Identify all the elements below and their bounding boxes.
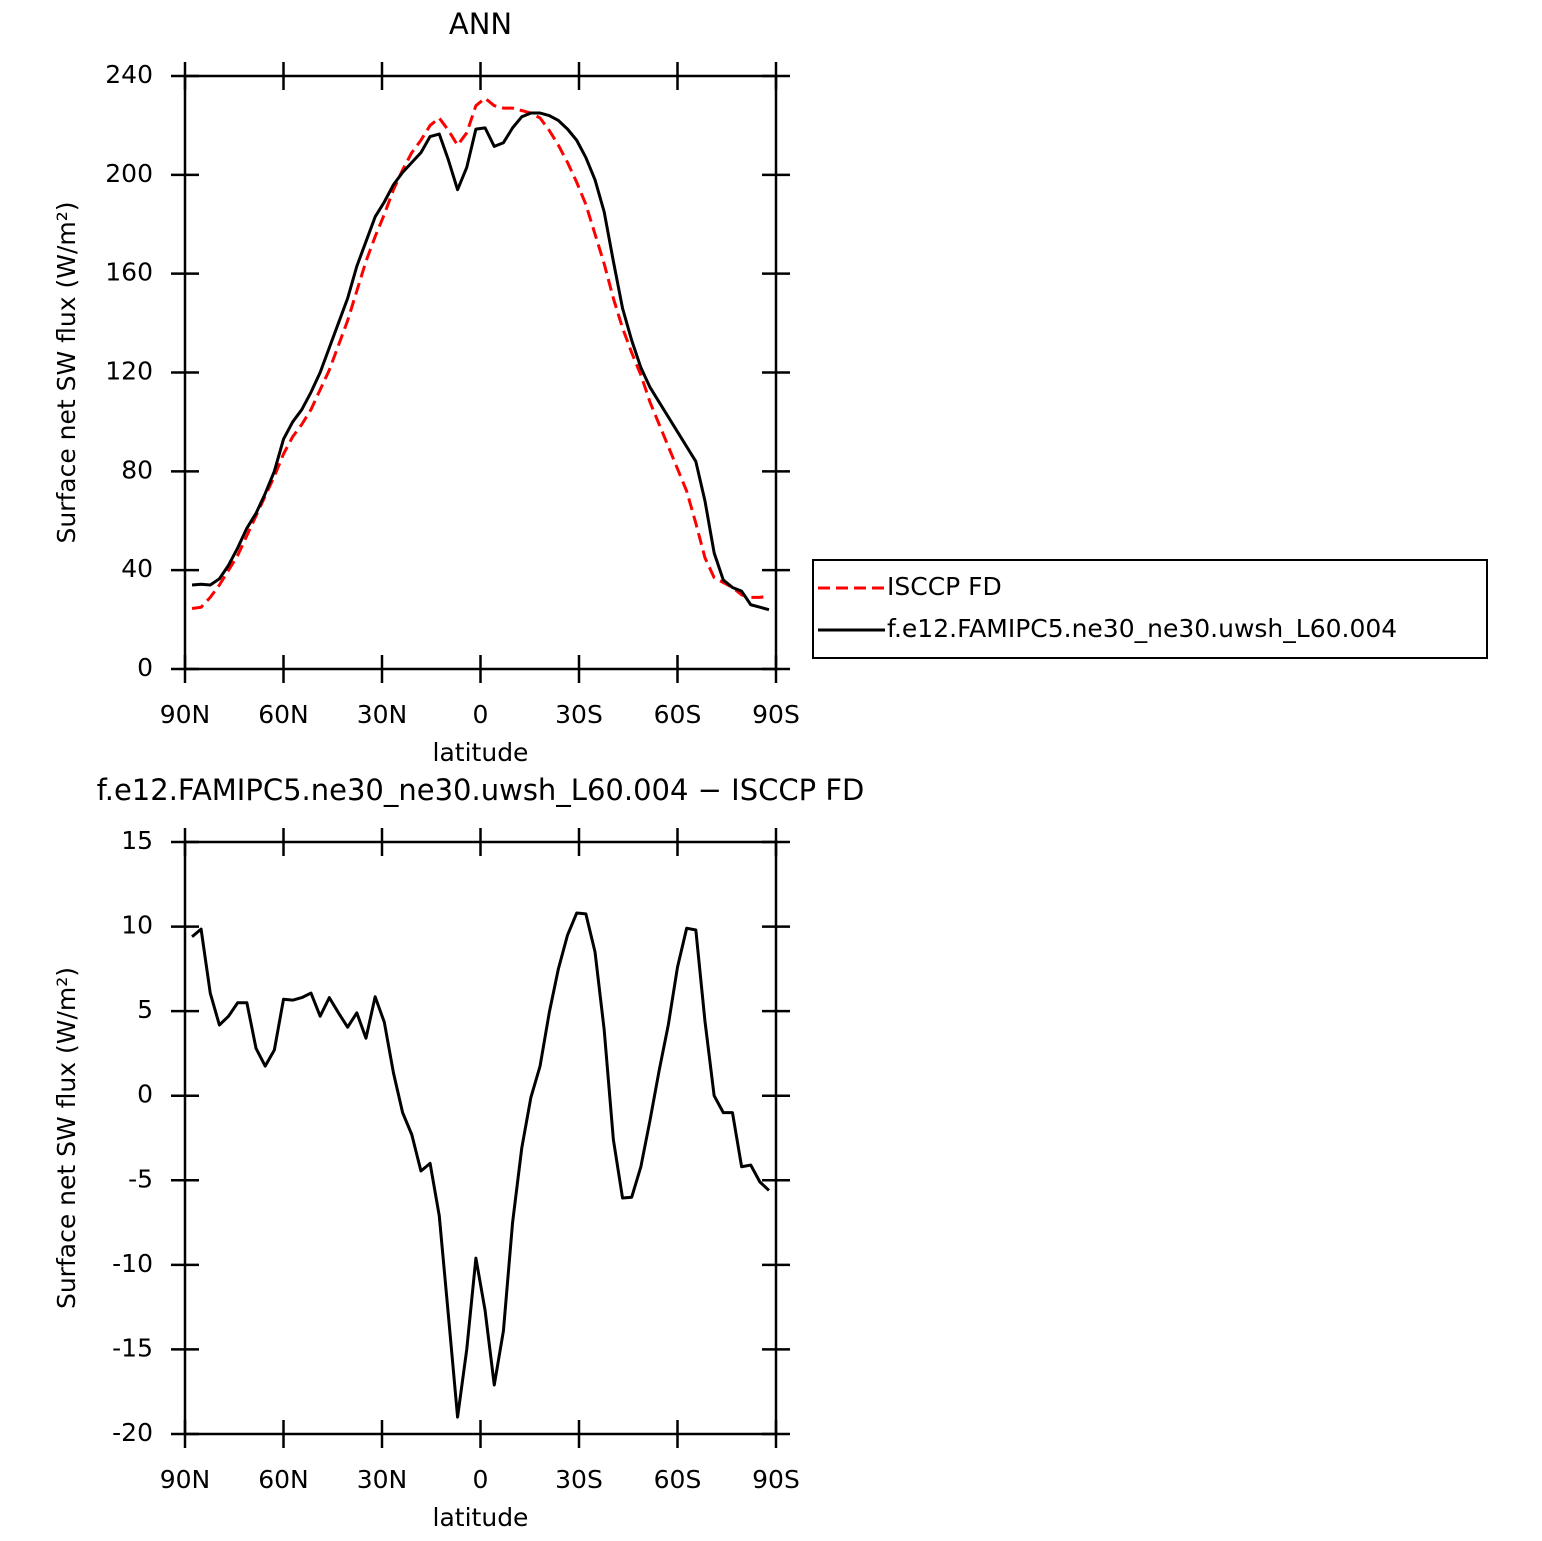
y-tick-label: 80 xyxy=(121,455,153,484)
y-tick-label: 120 xyxy=(105,357,153,386)
y-tick-label: -10 xyxy=(112,1249,153,1278)
x-tick-label: 30S xyxy=(555,1465,603,1494)
x-tick-label: 90N xyxy=(160,1465,211,1494)
y-tick-label: 5 xyxy=(137,995,153,1024)
y-tick-label: 240 xyxy=(105,60,153,89)
series-line xyxy=(191,96,770,610)
y-tick-label: 0 xyxy=(137,653,153,682)
legend-label: f.e12.FAMIPC5.ne30_ne30.uwsh_L60.004 xyxy=(887,614,1397,643)
legend-box xyxy=(812,559,1488,659)
x-tick-label: 30N xyxy=(357,1465,408,1494)
x-tick-label: 90S xyxy=(752,1465,800,1494)
x-tick-label: 30S xyxy=(555,700,603,729)
x-tick-label: 60S xyxy=(654,1465,702,1494)
series-line xyxy=(191,111,770,612)
y-axis-label: Surface net SW flux (W/m²) xyxy=(52,201,81,543)
x-tick-label: 60N xyxy=(258,700,309,729)
y-tick-label: -5 xyxy=(128,1164,153,1193)
x-tick-label: 90N xyxy=(160,700,211,729)
chart-title: ANN xyxy=(449,7,512,41)
x-tick-label: 0 xyxy=(473,1465,489,1494)
y-tick-label: 0 xyxy=(137,1080,153,1109)
x-tick-label: 90S xyxy=(752,700,800,729)
x-tick-label: 30N xyxy=(357,700,408,729)
legend-label: ISCCP FD xyxy=(887,572,1002,601)
plot-frame xyxy=(183,74,778,671)
y-tick-label: 15 xyxy=(121,826,153,855)
x-axis-label: latitude xyxy=(433,738,529,767)
chart-title: f.e12.FAMIPC5.ne30_ne30.uwsh_L60.004 − I… xyxy=(97,773,865,807)
y-tick-label: 200 xyxy=(105,159,153,188)
y-axis-label: Surface net SW flux (W/m²) xyxy=(52,967,81,1309)
x-tick-label: 60N xyxy=(258,1465,309,1494)
x-axis-label: latitude xyxy=(433,1503,529,1532)
y-tick-label: 10 xyxy=(121,911,153,940)
y-tick-label: 160 xyxy=(105,258,153,287)
data-line xyxy=(191,911,770,1419)
y-tick-label: -15 xyxy=(112,1333,153,1362)
y-tick-label: -20 xyxy=(112,1418,153,1447)
y-tick-label: 40 xyxy=(121,554,153,583)
x-tick-label: 0 xyxy=(473,700,489,729)
x-tick-label: 60S xyxy=(654,700,702,729)
